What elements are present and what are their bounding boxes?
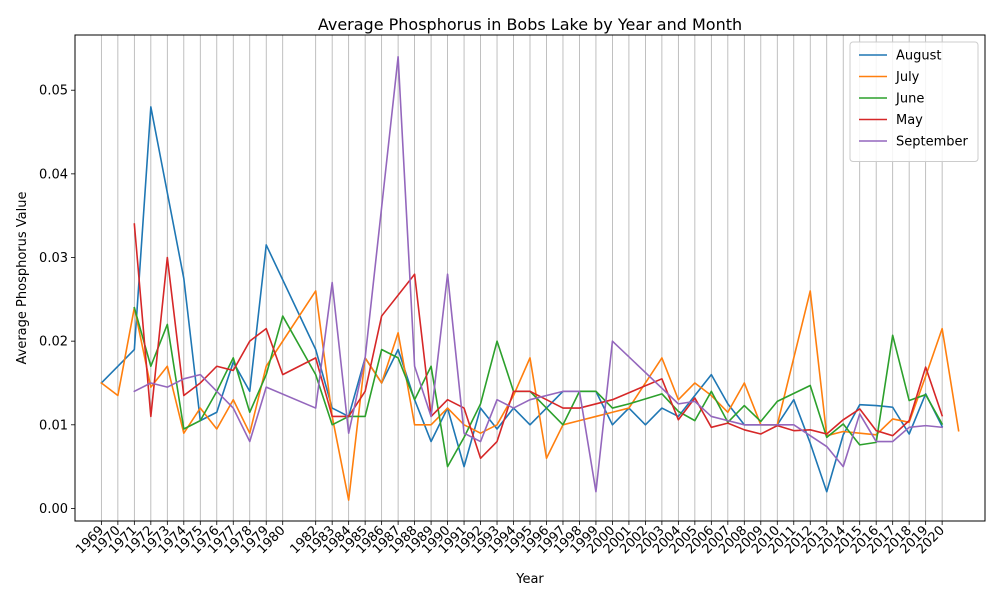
y-tick-label: 0.02 [39,335,68,350]
series-line-august [100,106,944,493]
legend: August July June May September [849,41,979,162]
y-axis: 0.00 0.01 0.02 0.03 0.04 0.05 [39,84,75,517]
y-tick-label: 0.05 [39,84,68,99]
y-tick-label: 0.00 [39,502,68,517]
y-tick-label: 0.04 [39,167,68,182]
series-line-september [133,55,944,493]
series-line-may [133,223,944,460]
legend-label-september: September [896,135,969,150]
chart-title: Average Phosphorus in Bobs Lake by Year … [318,15,742,34]
y-tick-label: 0.03 [39,251,68,266]
legend-label-july: July [895,70,920,85]
legend-label-august: August [896,49,942,64]
y-tick-label: 0.01 [39,418,68,433]
series-lines [100,55,960,501]
legend-box [849,41,979,162]
legend-label-may: May [896,113,923,128]
legend-label-june: June [895,92,924,107]
x-axis-title: Year [515,572,544,587]
y-axis-title: Average Phosphorus Value [15,192,30,365]
series-line-july [100,290,960,501]
